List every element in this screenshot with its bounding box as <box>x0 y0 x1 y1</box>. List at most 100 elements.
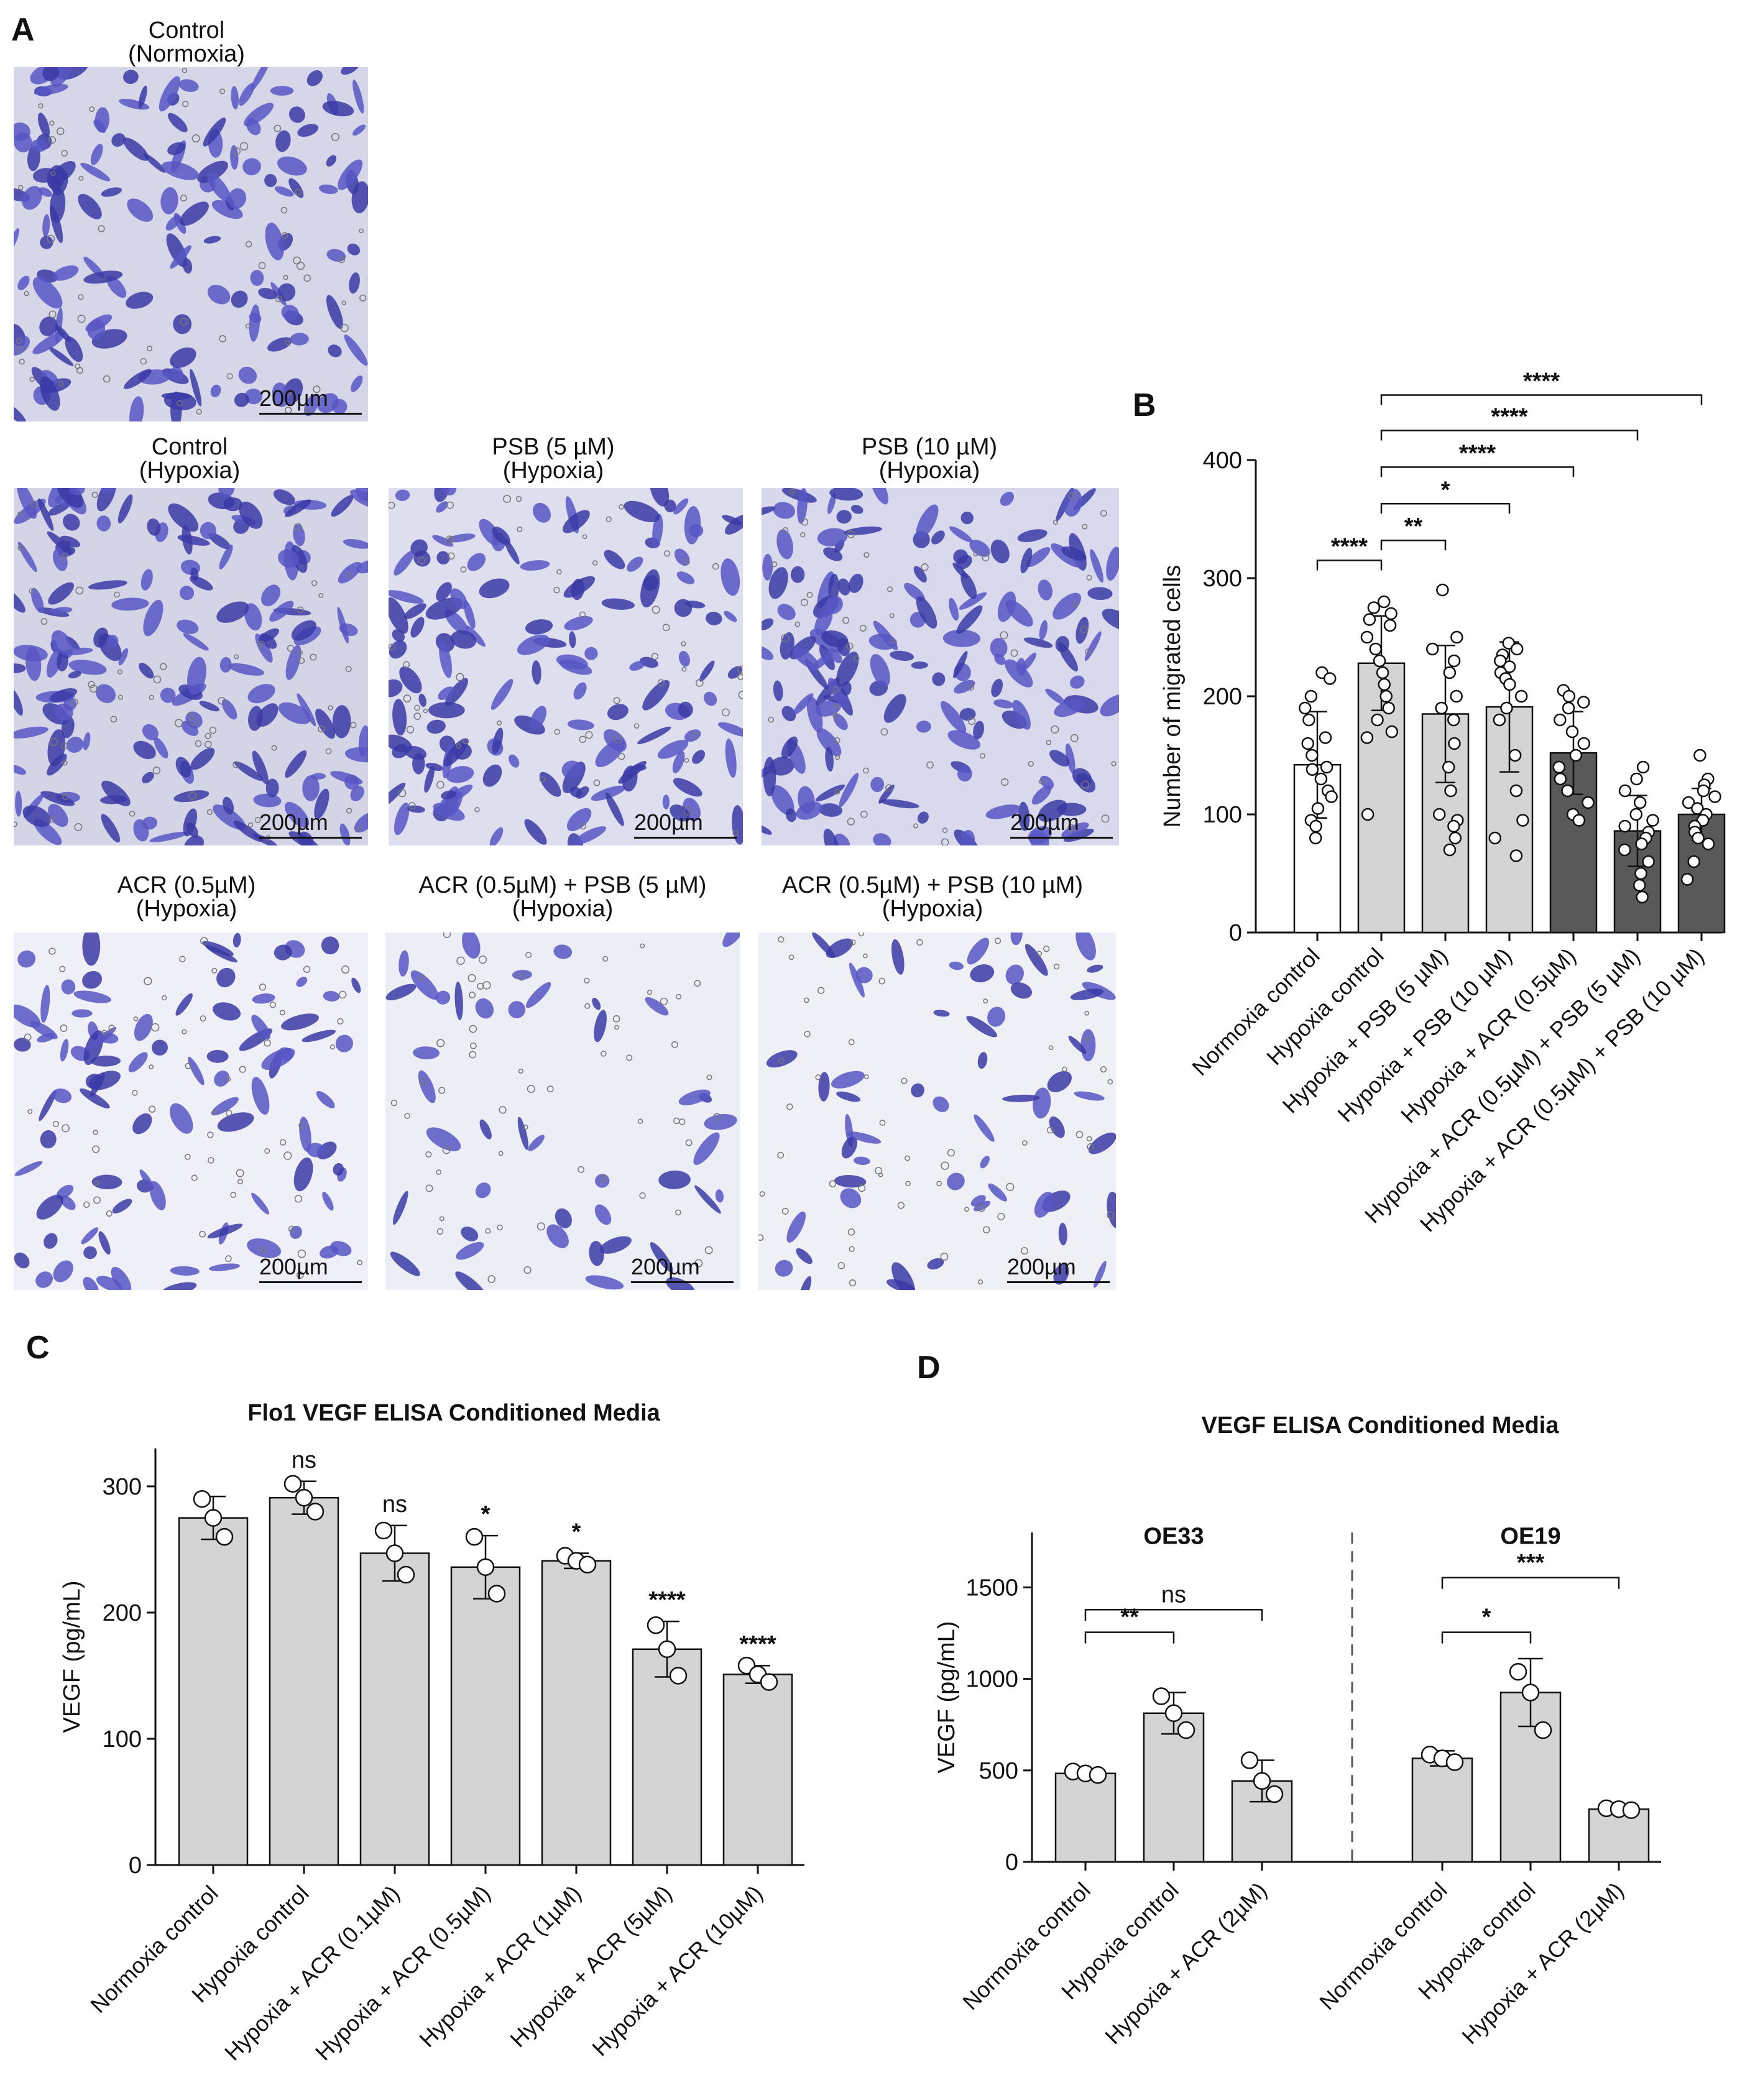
data-point <box>1577 696 1590 709</box>
data-point <box>1447 713 1460 727</box>
data-point <box>1509 849 1523 862</box>
data-point <box>1311 802 1325 815</box>
data-point <box>1569 748 1583 762</box>
data-point <box>1635 837 1648 850</box>
bar <box>359 1552 430 1866</box>
x-tick-label: Hypoxia + ACR (5µM) <box>505 1881 676 2052</box>
significance-bracket <box>1380 394 1703 405</box>
data-point <box>1360 731 1374 744</box>
micrograph-caption-psb10: PSB (10 µM) (Hypoxia) <box>755 435 1103 482</box>
data-point <box>1363 613 1376 626</box>
data-point <box>1552 760 1566 774</box>
x-tick-label: Hypoxia + ACR (1µM) <box>414 1881 586 2052</box>
micrograph-acr_psb5: 200µm <box>385 933 740 1290</box>
x-tick-label: Hypoxia + ACR (0.5µM) <box>310 1881 495 2066</box>
caption-line1: ACR (0.5µM) + PSB (10 µM) <box>781 872 1084 898</box>
data-point <box>1384 607 1398 620</box>
data-point <box>1509 1662 1527 1681</box>
data-point <box>1622 1801 1641 1819</box>
data-point <box>397 1565 415 1584</box>
significance-bracket <box>1441 1577 1620 1589</box>
data-point <box>295 1488 313 1507</box>
significance-label: * <box>1482 1605 1491 1631</box>
micrograph-acr_psb10: 200µm <box>758 933 1116 1290</box>
caption-line1: ACR (0.5µM) + PSB (5 µM) <box>418 872 707 898</box>
significance-label: **** <box>739 1631 776 1657</box>
significance-label: * <box>1441 477 1450 503</box>
significance-bracket <box>1441 1631 1532 1644</box>
significance-bracket <box>1380 466 1575 477</box>
data-point <box>1702 837 1715 850</box>
data-point <box>1367 601 1381 614</box>
y-tick-label: 400 <box>1203 448 1242 474</box>
y-tick-label: 100 <box>1203 802 1242 828</box>
data-point <box>193 1490 211 1508</box>
y-axis-label: Number of migrated cells <box>1159 565 1186 827</box>
bar <box>722 1674 793 1866</box>
significance-label: ns <box>1161 1582 1186 1608</box>
caption-line2: (Hypoxia) <box>882 896 983 922</box>
caption-line2: (Normoxia) <box>128 41 245 67</box>
data-point <box>1443 666 1457 679</box>
bar <box>450 1566 521 1866</box>
data-point <box>1618 819 1632 833</box>
bar <box>541 1560 612 1866</box>
y-tick-label: 300 <box>103 1474 142 1500</box>
data-point <box>487 1585 506 1603</box>
data-point <box>1379 689 1393 703</box>
data-point <box>1618 843 1631 857</box>
scale-bar-label: 200µm <box>634 809 703 835</box>
scale-bar-label: 200µm <box>259 385 328 411</box>
data-point <box>1445 1753 1464 1771</box>
data-point <box>1385 725 1399 739</box>
data-point <box>1582 796 1595 809</box>
data-point <box>578 1555 597 1574</box>
data-point <box>1164 1704 1183 1723</box>
data-point <box>1633 878 1646 892</box>
data-point <box>647 1616 665 1634</box>
data-point <box>1361 808 1375 821</box>
significance-label: ** <box>1120 1605 1139 1631</box>
bar <box>1411 1757 1473 1863</box>
caption-line1: PSB (5 µM) <box>492 434 615 460</box>
y-tick-label: 200 <box>103 1600 142 1626</box>
x-tick-label: Hypoxia + ACR (0.1µM) <box>219 1881 405 2066</box>
bar <box>1143 1712 1205 1863</box>
data-point <box>1503 678 1516 691</box>
significance-label: ns <box>292 1447 316 1473</box>
data-point <box>1682 796 1695 809</box>
data-point <box>1436 583 1449 597</box>
y-tick-label: 0 <box>1005 1849 1018 1876</box>
data-point <box>1562 701 1575 715</box>
y-tick-label: 500 <box>979 1758 1018 1784</box>
scale-bar <box>259 413 362 415</box>
data-point <box>1634 867 1647 880</box>
y-axis-label: VEGF (pg/mL) <box>59 1581 85 1733</box>
caption-line2: (Hypoxia) <box>139 458 241 484</box>
scale-bar-label: 200µm <box>259 1254 328 1279</box>
scale-bar <box>1010 837 1113 839</box>
y-tick-label: 0 <box>1229 920 1242 946</box>
data-point <box>1309 831 1322 845</box>
data-point <box>1442 760 1455 774</box>
micrograph-normoxia: 200µm <box>14 67 368 421</box>
significance-label: ns <box>382 1491 407 1517</box>
caption-line1: PSB (10 µM) <box>861 434 998 460</box>
data-point <box>1514 689 1528 703</box>
data-point <box>1302 713 1315 727</box>
group-title: OE19 <box>1500 1523 1560 1549</box>
micrograph-caption-hypoxia: Control (Hypoxia) <box>16 435 364 482</box>
data-point <box>658 1640 676 1659</box>
data-point <box>306 1503 325 1521</box>
data-point <box>1692 831 1705 845</box>
panel-label-b: B <box>1133 387 1156 423</box>
significance-bracket <box>1316 560 1383 571</box>
chart-d-vegf-oe33-oe19: VEGF ELISA Conditioned Media 0 500 1000 1500… <box>934 1412 1661 2049</box>
data-point <box>1177 1721 1195 1739</box>
caption-line1: Control <box>148 17 225 44</box>
data-point <box>1708 790 1721 803</box>
scale-bar <box>631 1281 734 1283</box>
data-point <box>1369 642 1383 656</box>
data-point <box>1500 701 1513 715</box>
